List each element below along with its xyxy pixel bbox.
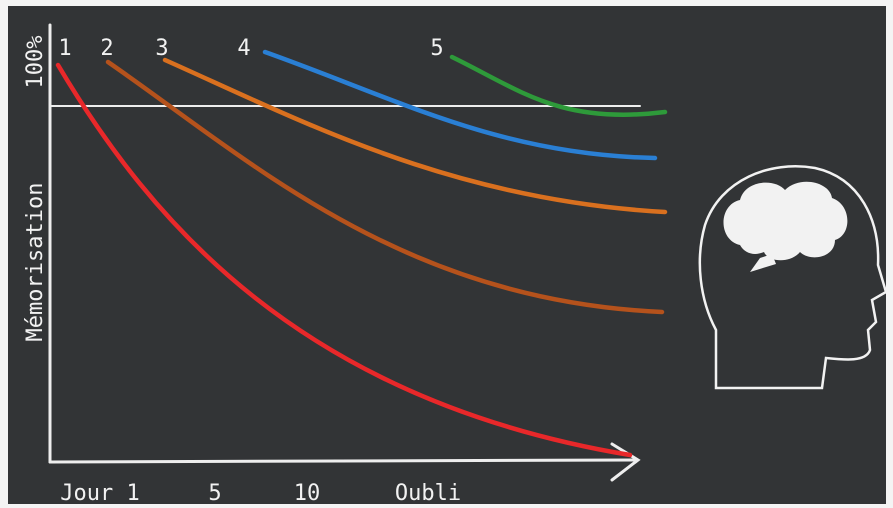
curve-label: 3 — [155, 36, 168, 61]
curve-4 — [262, 49, 658, 161]
x-label: 5 — [208, 481, 221, 506]
curve-label: 1 — [58, 36, 71, 61]
x-label: Jour 1 — [60, 481, 139, 506]
y-top-label: 100% — [23, 36, 48, 89]
x-axis — [48, 458, 638, 464]
curve-1 — [55, 62, 633, 458]
board — [8, 6, 886, 504]
x-label: 10 — [294, 481, 321, 506]
curve-3 — [162, 57, 668, 215]
x-label: Oubli — [395, 481, 461, 506]
brain — [723, 181, 848, 261]
curve-5 — [449, 54, 668, 117]
brain-stem — [750, 254, 776, 272]
curve-2 — [105, 59, 665, 315]
curve-label: 2 — [100, 36, 113, 61]
curve-label: 4 — [237, 36, 250, 61]
head-outline — [698, 165, 888, 390]
x-axis-arrow — [610, 442, 641, 482]
y-axis-label: Mémorisation — [23, 183, 48, 342]
curve-label: 5 — [430, 36, 443, 61]
axes — [48, 23, 641, 482]
